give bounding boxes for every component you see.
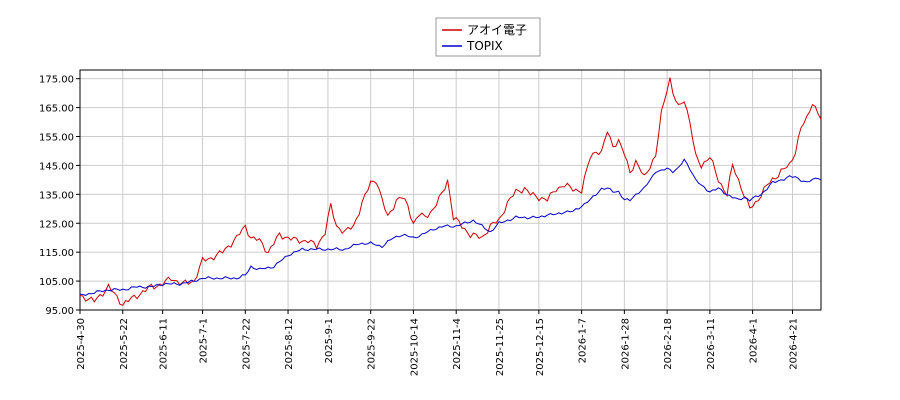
x-tick-label: 2025-11-4 [452,318,463,370]
x-tick-label: 2025-7-22 [241,318,252,370]
x-tick-label: 2025-6-11 [159,318,170,370]
x-axis: 2025-4-30 2025-5-22 2025-6-11 2025-7-1 2025-… [76,310,800,376]
y-tick-label: 175.00 [39,75,74,86]
x-tick-label: 2025-10-14 [409,318,420,376]
x-tick-label: 2026-3-11 [706,318,717,370]
legend-label-aoi: アオイ電子 [467,23,527,37]
legend-label-topix: TOPIX [466,39,503,53]
x-tick-label: 2026-1-7 [578,318,589,363]
x-tick-label: 2025-5-22 [119,318,130,370]
x-tick-label: 2026-4-21 [789,318,800,370]
series-layer [79,77,822,306]
x-tick-label: 2025-12-15 [535,318,546,376]
y-tick-label: 155.00 [39,133,74,144]
x-tick-label: 2025-7-1 [199,318,210,363]
x-tick-label: 2025-9-22 [367,318,378,370]
grid-lines [79,70,821,311]
x-tick-label: 2025-11-25 [495,318,506,376]
y-tick-label: 125.00 [39,219,74,230]
y-tick-label: 115.00 [39,248,74,259]
series-line-0 [79,77,822,306]
y-axis: 95.00 105.00 115.00 125.00 135.00 145.00 155.0… [39,75,80,317]
series-line-1 [79,158,822,296]
y-tick-label: 105.00 [39,277,74,288]
x-tick-label: 2025-8-12 [284,318,295,370]
legend: アオイ電子 TOPIX [435,17,541,57]
plot-frame [79,69,822,311]
y-tick-label: 95.00 [45,306,74,317]
x-tick-label: 2026-1-28 [620,318,631,370]
legend-box [435,17,541,57]
x-tick-label: 2025-9-1 [324,318,335,363]
x-tick-label: 2025-4-30 [76,318,87,370]
x-tick-label: 2026-2-18 [663,318,674,370]
y-tick-label: 135.00 [39,190,74,201]
y-tick-label: 165.00 [39,104,74,115]
y-tick-label: 145.00 [39,161,74,172]
x-tick-label: 2026-4-1 [749,318,760,363]
